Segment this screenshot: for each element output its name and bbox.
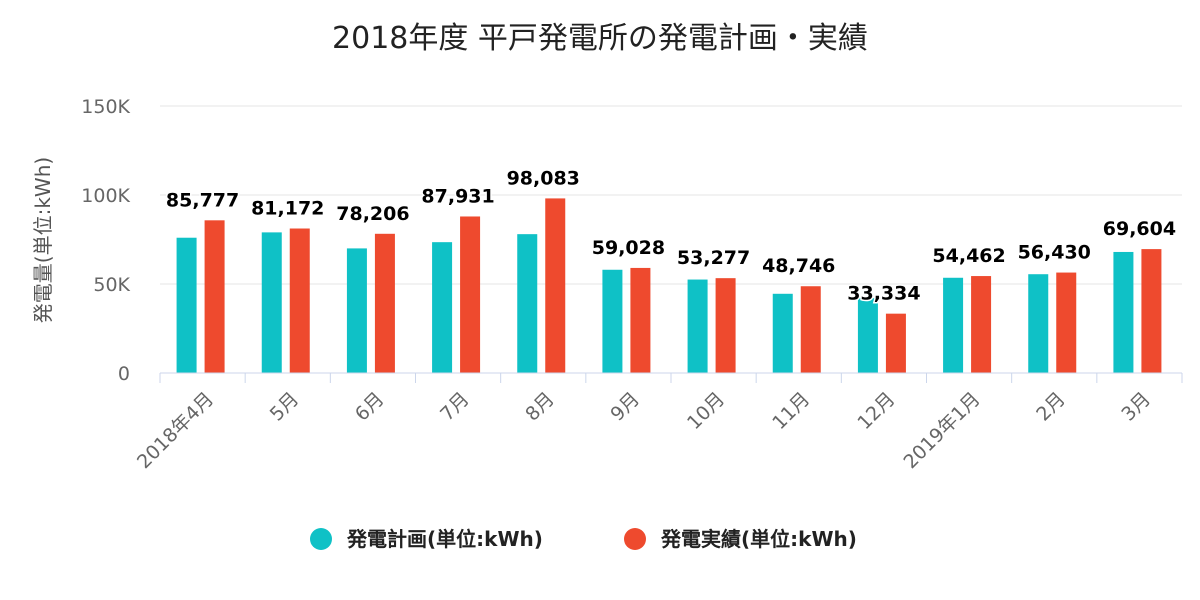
x-tick-label: 7月 xyxy=(436,388,474,426)
bar-actual xyxy=(1141,249,1162,373)
chart-title: 2018年度 平戸発電所の発電計画・実績 xyxy=(332,21,868,56)
data-label: 54,462 xyxy=(932,245,1005,267)
bar-actual xyxy=(289,228,310,373)
bar-actual xyxy=(374,233,395,373)
bar-actual xyxy=(971,276,992,373)
data-label: 98,083 xyxy=(507,167,580,189)
bar-actual xyxy=(715,278,736,373)
data-label: 85,777 xyxy=(166,189,239,211)
bars xyxy=(176,198,1162,373)
legend-label: 発電実績(単位:kWh) xyxy=(660,527,857,551)
bar-plan xyxy=(602,269,623,373)
bar-plan xyxy=(432,242,453,373)
x-axis: 2018年4月 5月 6月 7月 8月 9月 10月 11月 12月 2019年1月 2月 3月 xyxy=(133,372,1183,473)
legend-marker xyxy=(310,528,332,550)
bar-actual xyxy=(204,220,225,373)
legend-marker xyxy=(624,528,646,550)
data-label: 53,277 xyxy=(677,247,750,269)
legend[interactable]: 発電計画(単位:kWh) 発電実績(単位:kWh) xyxy=(310,527,857,551)
data-label: 59,028 xyxy=(592,237,665,259)
bar-plan xyxy=(857,298,878,373)
legend-label: 発電計画(単位:kWh) xyxy=(346,527,543,551)
data-label: 48,746 xyxy=(762,255,835,277)
x-tick-label: 2月 xyxy=(1032,388,1070,426)
data-label: 56,430 xyxy=(1018,242,1091,264)
x-tick-label: 5月 xyxy=(266,388,304,426)
bar-actual xyxy=(1056,272,1077,373)
y-axis-label: 発電量(単位:kWh) xyxy=(31,157,55,323)
bar-plan xyxy=(1028,274,1049,373)
x-tick-label: 8月 xyxy=(521,388,559,426)
data-label: 78,206 xyxy=(336,203,409,225)
x-tick-label: 6月 xyxy=(351,388,389,426)
bar-actual xyxy=(800,286,821,373)
y-tick-label: 100K xyxy=(81,185,130,207)
y-axis-ticks: 0 50K 100K 150K xyxy=(81,96,130,385)
data-label: 33,334 xyxy=(847,283,920,305)
bar-plan xyxy=(176,237,197,373)
x-tick-label: 9月 xyxy=(606,388,644,426)
bar-plan xyxy=(346,248,367,373)
bar-plan xyxy=(1113,251,1134,373)
bar-plan xyxy=(517,234,538,373)
bar-actual xyxy=(460,216,481,373)
x-tick-label: 10月 xyxy=(683,388,729,434)
x-tick-label: 11月 xyxy=(768,388,814,434)
bar-plan xyxy=(772,293,793,373)
x-tick-label: 2018年4月 xyxy=(133,388,218,473)
data-label: 87,931 xyxy=(421,185,494,207)
bar-actual xyxy=(885,313,906,373)
y-tick-label: 50K xyxy=(93,274,130,296)
legend-item-actual[interactable]: 発電実績(単位:kWh) xyxy=(624,527,857,551)
bar-plan xyxy=(261,232,282,373)
data-label: 69,604 xyxy=(1103,218,1176,240)
bar-plan xyxy=(687,279,708,373)
x-tick-label: 2019年1月 xyxy=(899,388,984,473)
y-tick-label: 0 xyxy=(118,363,130,385)
bar-actual xyxy=(630,267,651,373)
data-label: 81,172 xyxy=(251,198,324,220)
x-tick-label: 3月 xyxy=(1117,388,1155,426)
bar-actual xyxy=(545,198,566,373)
x-tick-label: 12月 xyxy=(853,388,899,434)
y-tick-label: 150K xyxy=(81,96,130,118)
data-labels: 85,777 81,172 78,206 87,931 98,083 59,028 53,2… xyxy=(164,166,1177,306)
bar-plan xyxy=(943,277,964,373)
legend-item-plan[interactable]: 発電計画(単位:kWh) xyxy=(310,527,543,551)
